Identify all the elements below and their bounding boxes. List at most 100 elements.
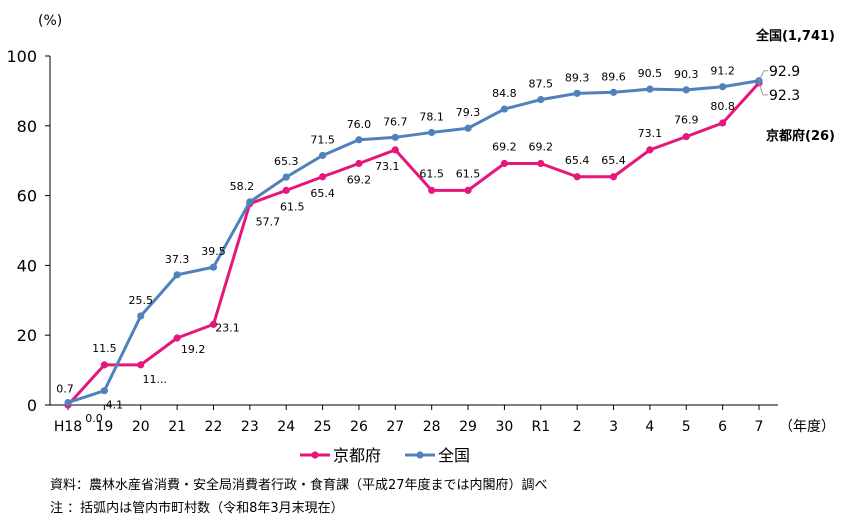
data-point-national: [318, 151, 327, 160]
x-tick-label: 29: [459, 419, 477, 435]
x-tick-label: 30: [496, 419, 514, 435]
footnote: 注 ：括弧内は管内市町村数（令和8年3月末現在）: [50, 501, 344, 516]
data-point-national: [573, 89, 581, 97]
data-point-kyoto: [355, 159, 363, 168]
y-tick-label: 0: [27, 396, 37, 415]
legend-label-kyoto: 京都府: [333, 446, 381, 465]
data-point-kyoto: [682, 133, 690, 141]
data-point-national: [719, 83, 727, 91]
data-label-kyoto: 23.1: [215, 321, 240, 334]
x-tick-label: 28: [423, 419, 441, 435]
data-label-kyoto: 19.2: [181, 343, 206, 356]
x-tick-label: 7: [755, 419, 764, 435]
x-tick-label: 5: [682, 419, 691, 435]
x-tick-label: 22: [205, 419, 223, 435]
data-point-kyoto: [646, 146, 654, 154]
data-label-national: 39.5: [201, 245, 226, 258]
data-point-national: [282, 173, 290, 181]
data-point-national: [682, 86, 690, 94]
legend-marker-national: [416, 451, 424, 459]
data-label-kyoto-last: 92.3: [769, 88, 800, 104]
data-label-kyoto: 11...: [142, 373, 167, 386]
series-end-label-national: 全国(1,741): [755, 28, 835, 44]
data-label-national: 89.6: [601, 70, 626, 83]
series-line-national: [67, 79, 760, 404]
data-point-national: [173, 271, 181, 279]
data-label-national: 25.5: [128, 294, 153, 307]
y-tick-label: 80: [17, 117, 37, 136]
data-point-national: [391, 133, 399, 141]
data-label-kyoto: 65.4: [310, 187, 335, 200]
data-point-kyoto: [537, 159, 545, 168]
data-label-national: 79.3: [456, 106, 481, 119]
x-tick-label: 3: [609, 419, 618, 435]
x-tick-label: 24: [277, 419, 295, 435]
source-note: 資料：農林水産省消費・安全局消費者行政・食育課（平成27年度までは内閣府）調べ: [50, 478, 548, 493]
data-label-kyoto: 76.9: [674, 114, 699, 127]
x-tick-label: 25: [314, 419, 332, 435]
data-label-kyoto: 73.1: [375, 160, 400, 173]
data-label-national: 76.7: [383, 115, 408, 128]
data-point-national: [355, 136, 363, 144]
data-point-national: [209, 263, 218, 271]
data-label-national: 84.8: [492, 87, 517, 100]
data-point-kyoto: [464, 186, 472, 194]
x-tick-label: R1: [531, 419, 550, 435]
legend-marker-kyoto: [311, 451, 319, 459]
data-label-national: 91.2: [710, 65, 735, 78]
data-point-national: [500, 105, 509, 113]
data-label-kyoto: 69.2: [492, 140, 517, 153]
x-tick-label: 4: [645, 419, 654, 435]
data-point-national: [537, 96, 545, 104]
data-point-national: [246, 198, 254, 206]
y-tick-label: 60: [17, 187, 37, 206]
data-point-kyoto: [282, 186, 290, 194]
data-point-kyoto: [719, 119, 727, 127]
data-point-national: [428, 128, 436, 137]
data-label-kyoto: 61.5: [419, 167, 444, 180]
data-label-kyoto: 57.7: [256, 216, 281, 229]
data-point-kyoto: [573, 173, 581, 181]
data-label-kyoto: 69.2: [529, 140, 554, 153]
data-point-kyoto: [318, 173, 327, 181]
data-label-national: 90.5: [638, 67, 663, 80]
callout-leader-national: [758, 70, 768, 82]
data-label-national: 0.7: [56, 383, 74, 396]
data-point-national: [609, 88, 618, 96]
data-point-kyoto: [428, 186, 436, 194]
data-label-national: 65.3: [274, 155, 299, 168]
y-tick-label: 100: [6, 47, 37, 66]
data-label-national: 37.3: [165, 253, 190, 266]
x-tick-label: 2: [573, 419, 582, 435]
data-label-national-last: 92.9: [769, 64, 800, 80]
x-tick-label: 26: [350, 419, 368, 435]
x-tick-label: 19: [95, 419, 113, 435]
data-label-national: 76.0: [347, 118, 372, 131]
data-point-national: [646, 85, 654, 93]
chart-data-labels: 0.7 4.1 25.5 37.3 39.5 58.2 65.3 71.5 76.0 76.7 78…: [56, 28, 835, 425]
data-point-national: [137, 312, 145, 320]
data-label-national: 90.3: [674, 68, 699, 81]
series-line-kyoto: [66, 81, 761, 407]
data-point-national: [464, 124, 472, 132]
legend-label-national: 全国: [438, 446, 470, 465]
data-label-kyoto: 11.5: [92, 342, 117, 355]
data-label-kyoto: 73.1: [638, 127, 663, 140]
chart-legend: 京都府 全国: [300, 446, 470, 465]
data-label-national: 78.1: [419, 110, 444, 123]
x-tick-label: 20: [132, 419, 150, 435]
x-axis-label: （年度）: [779, 419, 835, 435]
data-point-kyoto: [137, 361, 145, 369]
data-label-national: 71.5: [310, 133, 335, 146]
chart-series: [64, 77, 763, 409]
data-label-kyoto: 69.2: [347, 173, 372, 186]
data-point-national: [100, 387, 108, 395]
data-label-national: 58.2: [230, 180, 255, 193]
data-point-national: [64, 398, 72, 407]
data-point-kyoto: [100, 361, 108, 369]
y-tick-label: 40: [17, 256, 37, 275]
callout-leader-kyoto: [758, 82, 768, 96]
data-label-kyoto: 0.0: [85, 412, 103, 425]
data-label-national: 89.3: [565, 71, 590, 84]
